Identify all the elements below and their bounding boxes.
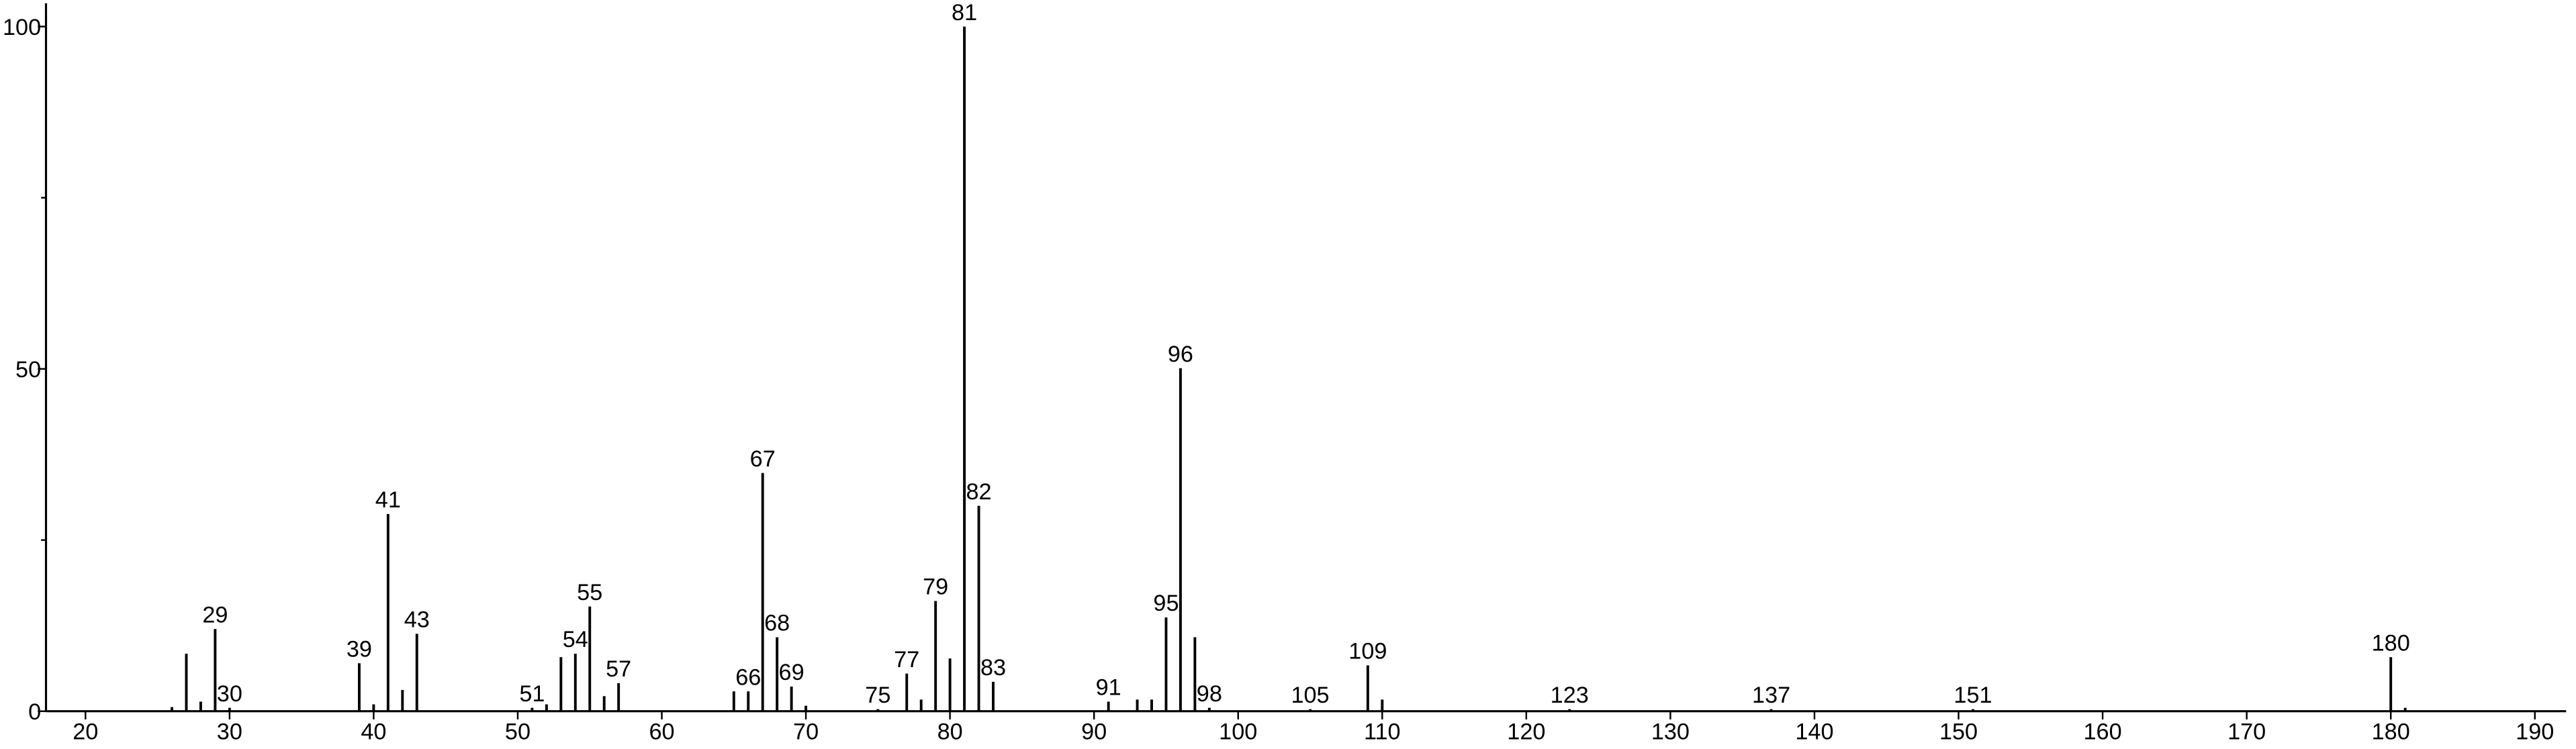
- peak-label: 95: [1153, 591, 1179, 616]
- peak-label: 57: [606, 656, 631, 682]
- peak-label: 151: [1953, 683, 1992, 708]
- x-tick-label: 150: [1939, 719, 1978, 744]
- x-tick-label: 130: [1651, 719, 1690, 744]
- x-tick-label: 190: [2516, 719, 2554, 744]
- x-tick-label: 80: [937, 719, 963, 744]
- y-tick-label: 50: [15, 357, 41, 383]
- peak-label: 98: [1197, 681, 1222, 707]
- peak-label: 79: [923, 575, 948, 600]
- peak-label: 83: [980, 655, 1006, 681]
- peak-label: 55: [577, 580, 602, 605]
- x-tick-label: 40: [361, 719, 386, 744]
- peak-label: 43: [404, 607, 430, 633]
- peak-label: 105: [1291, 683, 1329, 708]
- peak-label: 81: [952, 0, 977, 26]
- peak-label: 96: [1168, 342, 1193, 367]
- peak-label: 180: [2372, 630, 2410, 656]
- x-tick-label: 140: [1795, 719, 1833, 744]
- x-tick-label: 20: [73, 719, 98, 744]
- y-tick-label: 0: [28, 699, 41, 725]
- peak-label: 51: [519, 681, 545, 707]
- x-tick-label: 70: [793, 719, 819, 744]
- peak-label: 123: [1551, 683, 1589, 708]
- peak-label: 30: [217, 681, 242, 707]
- peak-label: 66: [735, 664, 761, 690]
- x-tick-label: 120: [1507, 719, 1545, 744]
- x-tick-label: 170: [2227, 719, 2266, 744]
- x-tick-label: 100: [1219, 719, 1257, 744]
- peak-label: 137: [1752, 683, 1790, 708]
- y-tick-label: 100: [3, 15, 41, 40]
- peak-label: 91: [1096, 675, 1121, 701]
- x-tick-label: 30: [217, 719, 242, 744]
- x-tick-label: 90: [1081, 719, 1107, 744]
- peak-label: 39: [347, 637, 372, 662]
- peak-label: 109: [1348, 639, 1387, 664]
- x-tick-label: 60: [649, 719, 674, 744]
- x-tick-label: 50: [505, 719, 531, 744]
- peak-label: 54: [563, 627, 588, 652]
- peak-label: 75: [865, 683, 890, 708]
- peak-label: 68: [764, 611, 790, 636]
- x-tick-label: 160: [2084, 719, 2122, 744]
- x-tick-label: 180: [2372, 719, 2410, 744]
- peak-label: 29: [202, 602, 228, 628]
- peak-label: 69: [779, 660, 804, 685]
- peak-label: 77: [894, 647, 919, 672]
- peak-label: 41: [375, 487, 401, 513]
- peak-label: 67: [750, 446, 776, 472]
- x-tick-label: 110: [1364, 719, 1401, 744]
- peak-label: 82: [966, 479, 991, 505]
